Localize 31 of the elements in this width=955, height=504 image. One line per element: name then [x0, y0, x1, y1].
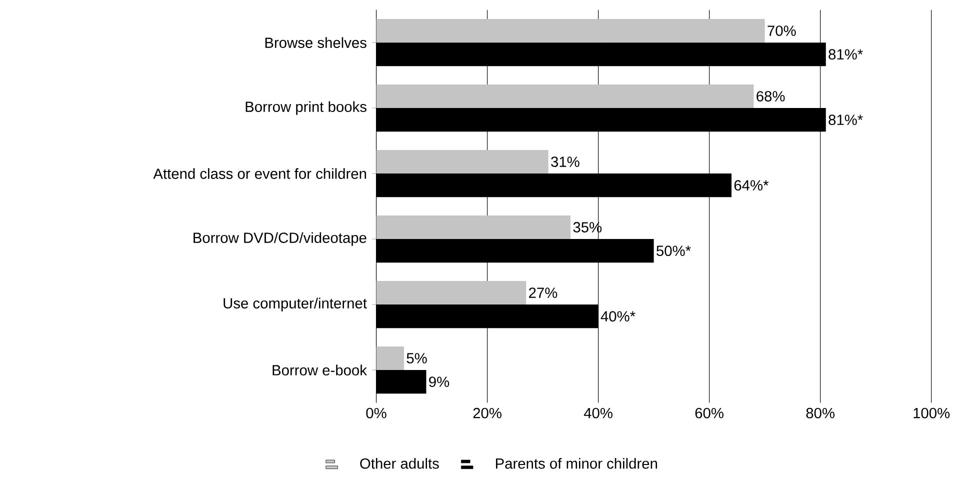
x-tick-label: 80%: [806, 408, 834, 418]
data-label: 50%*: [656, 246, 691, 256]
data-label: 31%: [551, 156, 580, 167]
bar: [376, 346, 404, 370]
bar: [376, 19, 765, 43]
y-tick-label: Borrow e-book: [272, 364, 367, 376]
y-tick-label: Use computer/internet: [224, 298, 367, 312]
data-label: 40%*: [600, 311, 636, 322]
bar: [376, 280, 526, 305]
x-tick-label: 100%: [914, 408, 950, 418]
data-label: 9%: [429, 376, 450, 388]
data-label: 27%: [529, 288, 558, 298]
data-label: 64%*: [734, 180, 769, 191]
data-label: 81%*: [828, 49, 863, 60]
bar: [376, 84, 754, 108]
y-tick-label: Borrow print books: [246, 101, 366, 115]
y-tick-label: Attend class or event for children: [153, 168, 366, 179]
x-tick-label: 20%: [473, 408, 502, 418]
bar: [376, 215, 571, 240]
data-label: 70%: [768, 26, 796, 36]
bar: [376, 150, 548, 174]
data-label: 68%: [756, 91, 785, 102]
data-label: 81%*: [828, 114, 863, 126]
x-tick-label: 60%: [695, 408, 724, 418]
data-label: 5%: [406, 353, 427, 364]
legend-label: Other adults: [360, 458, 439, 469]
x-tick-label: 40%: [584, 408, 612, 418]
legend-label: Parents of minor children: [496, 458, 658, 469]
y-tick-label: Browse shelves: [265, 37, 366, 48]
y-tick-label: Borrow DVD/CD/videotape: [194, 232, 366, 246]
x-tick-label: 0%: [366, 408, 386, 418]
